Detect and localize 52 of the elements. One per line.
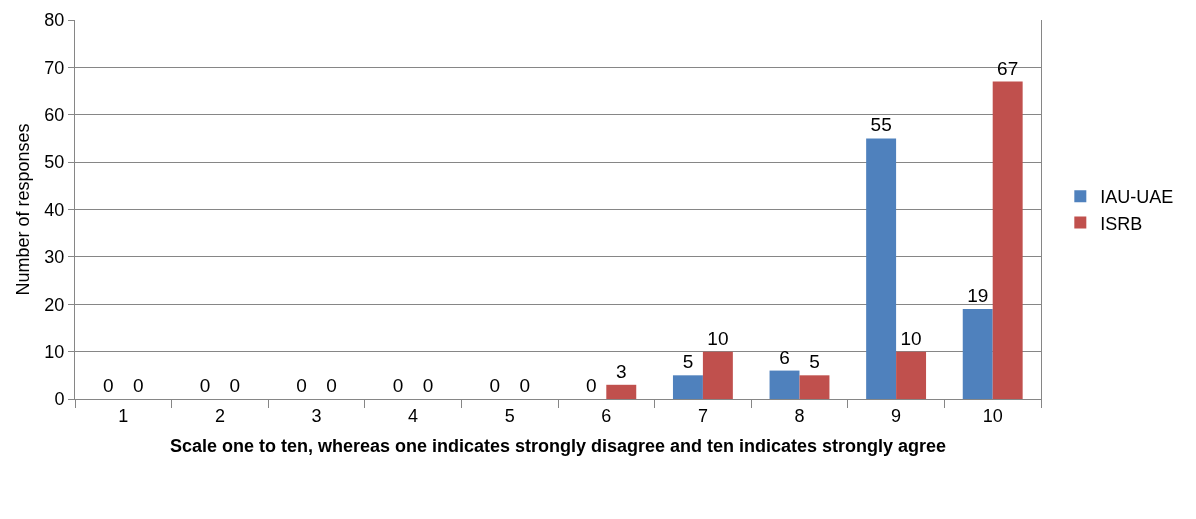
y-tick-label: 60 (44, 105, 65, 126)
bar (799, 375, 830, 399)
y-tick-label: 30 (44, 247, 65, 268)
data-label: 19 (967, 284, 989, 306)
x-tick-label: 9 (891, 405, 902, 426)
x-tick-label: 2 (214, 405, 225, 426)
data-label: 55 (870, 114, 892, 136)
x-tick-label: 4 (408, 405, 419, 426)
y-tick-label: 20 (44, 294, 65, 315)
bar (866, 138, 897, 399)
y-tick-label: 50 (44, 152, 65, 173)
bar (606, 384, 637, 399)
x-tick-label: 8 (794, 405, 805, 426)
y-tick-label: 0 (54, 389, 65, 410)
data-label: 10 (707, 327, 729, 349)
bar (702, 351, 733, 399)
x-tick-label: 3 (311, 405, 322, 426)
x-tick-label: 10 (982, 405, 1003, 426)
x-tick-label: 5 (504, 405, 515, 426)
x-tick-label: 1 (118, 405, 129, 426)
data-label: 0 (229, 375, 241, 396)
data-label: 5 (809, 351, 820, 373)
data-label: 0 (103, 375, 114, 396)
data-label: 0 (326, 375, 337, 396)
data-label: 67 (997, 57, 1019, 79)
y-tick-label: 70 (44, 57, 65, 78)
bar (962, 308, 993, 399)
data-label: 5 (682, 351, 694, 373)
legend-label: ISRB (1100, 213, 1143, 234)
bar (992, 81, 1023, 399)
x-axis-title: Scale one to ten, whereas one indicates strongly disagree and ten indicates strongly agree (169, 435, 947, 456)
data-label: 6 (779, 346, 790, 368)
data-label: 0 (132, 375, 144, 396)
legend-label: IAU-UAE (1100, 187, 1174, 208)
y-tick-label: 40 (44, 199, 65, 220)
data-label: 0 (392, 375, 404, 396)
bar (896, 351, 927, 399)
data-label: 0 (296, 375, 307, 396)
bar (672, 375, 703, 399)
bar (769, 370, 800, 399)
x-tick-label: 6 (601, 405, 612, 426)
data-label: 0 (489, 375, 501, 396)
data-label: 3 (615, 360, 627, 382)
x-tick-label: 7 (697, 405, 708, 426)
data-label: 0 (422, 375, 434, 396)
y-axis-title: Number of responses (13, 123, 33, 296)
data-label: 0 (519, 375, 530, 396)
data-label: 0 (586, 375, 597, 396)
data-label: 0 (199, 375, 211, 396)
data-label: 10 (900, 327, 922, 349)
y-tick-label: 80 (44, 10, 65, 31)
y-tick-label: 10 (44, 341, 65, 362)
